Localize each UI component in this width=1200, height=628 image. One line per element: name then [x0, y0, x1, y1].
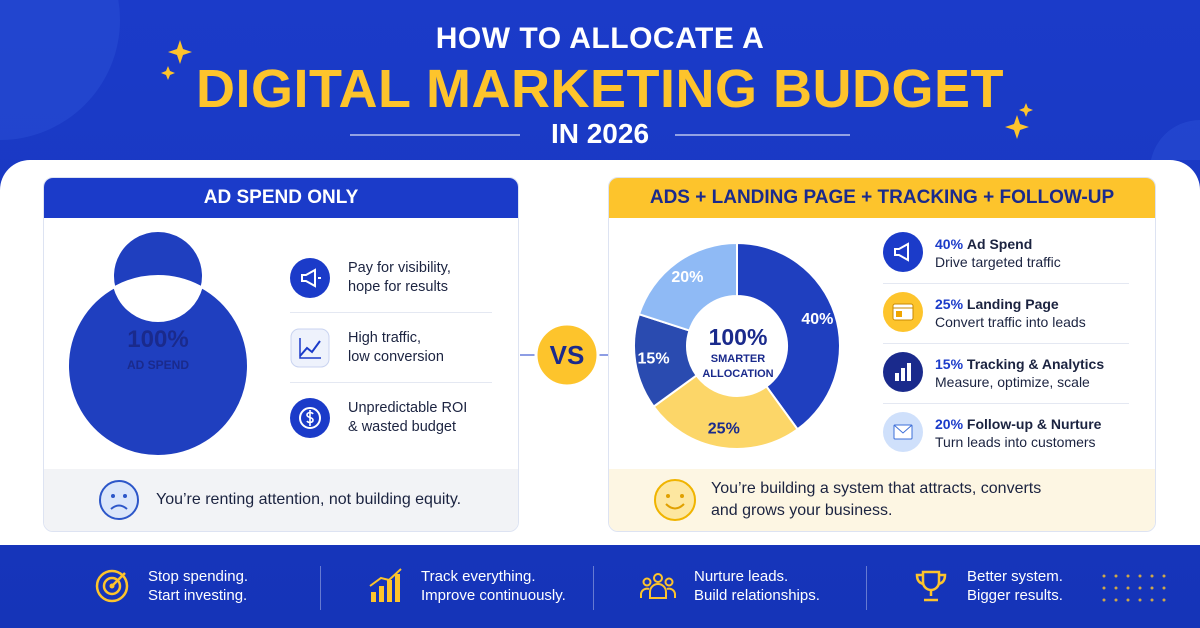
- footer-text: Nurture leads. Build relationships.: [694, 567, 820, 605]
- legend-sep: [883, 283, 1129, 284]
- footer-line: Build relationships.: [694, 587, 820, 604]
- item-line: hope for results: [348, 279, 448, 295]
- donut-segment: [652, 373, 799, 450]
- title-top: HOW TO ALLOCATE A: [435, 22, 765, 55]
- legend-sep: [883, 343, 1129, 344]
- footer-line: Track everything.: [421, 568, 536, 585]
- right-donut: 40% 25% 15% 20%: [633, 241, 841, 450]
- segment-label: 40%: [801, 311, 833, 328]
- donut-segment: [736, 241, 841, 431]
- left-heading: AD SPEND ONLY: [44, 178, 518, 218]
- icon-chart: [290, 328, 330, 368]
- legend-pct: 40%: [935, 236, 964, 252]
- item-line: & wasted budget: [348, 419, 457, 435]
- center-line: ALLOCATION: [702, 368, 774, 380]
- legend-text: Drive targeted traffic: [935, 254, 1061, 270]
- legend-icon: [883, 292, 923, 332]
- item-line: Unpredictable ROI: [348, 400, 468, 416]
- footer-line: Nurture leads.: [694, 568, 789, 585]
- title-year: IN 2026: [550, 118, 650, 149]
- left-center-value: 100%: [127, 326, 189, 353]
- footer-line: and grows your business.: [711, 502, 893, 519]
- left-center-label: AD SPEND: [126, 358, 189, 372]
- footer-item: Nurture leads. Build relationships.: [638, 566, 820, 606]
- footer-item: Stop spending. Start investing.: [92, 566, 248, 606]
- legend-item: 25% Landing Page Convert traffic into lea…: [935, 295, 1086, 331]
- legend-title-row: 25% Landing Page: [935, 295, 1086, 313]
- donut-segment: [637, 241, 738, 332]
- vs-label: VS: [549, 340, 585, 370]
- legend-pct: 15%: [935, 356, 964, 372]
- footer-item: Track everything. Improve continuously.: [365, 566, 566, 606]
- footer-sep: [320, 566, 321, 610]
- right-center-value: 100%: [708, 324, 768, 350]
- legend-title: Ad Spend: [966, 236, 1033, 252]
- right-footer-text: You’re building a system that attracts, …: [711, 478, 1041, 522]
- legend-title-row: 20% Follow-up & Nurture: [935, 415, 1101, 433]
- legend-sep: [883, 403, 1129, 404]
- footer-line: You’re building a system that attracts, …: [711, 480, 1042, 497]
- legend-icon: [883, 352, 923, 392]
- legend-text: Turn leads into customers: [935, 434, 1096, 450]
- footer-icon: [640, 573, 676, 599]
- footer-icon: [369, 568, 402, 602]
- segment-label: 20%: [671, 269, 703, 286]
- donut-segment: [66, 230, 249, 457]
- left-panel: AD SPEND ONLY 100% AD SPEND Pay for visi…: [43, 177, 519, 532]
- legend-item: 15% Tracking & Analytics Measure, optimiz…: [935, 355, 1104, 391]
- footer-icon: [95, 569, 129, 603]
- icon-megaphone: [290, 258, 330, 298]
- legend-title: Follow-up & Nurture: [966, 416, 1102, 432]
- item-line: High traffic,: [348, 330, 422, 346]
- footer-text: Track everything. Improve continuously.: [421, 567, 566, 605]
- right-footer: You’re building a system that attracts, …: [609, 469, 1155, 531]
- legend-pct: 25%: [935, 296, 964, 312]
- item-line: Pay for visibility,: [348, 260, 451, 276]
- left-item: Unpredictable ROI & wasted budget: [290, 398, 467, 438]
- footer-line: Start investing.: [148, 587, 248, 604]
- legend-item: 40% Ad Spend Drive targeted traffic: [935, 235, 1061, 271]
- right-heading: ADS + LANDING PAGE + TRACKING + FOLLOW-U…: [609, 178, 1155, 218]
- vs-decor: [520, 322, 610, 388]
- left-footer-text: You’re renting attention, not building e…: [156, 491, 462, 508]
- title-main: DIGITAL MARKETING BUDGET: [196, 59, 1004, 119]
- legend-item: 20% Follow-up & Nurture Turn leads into c…: [935, 415, 1101, 451]
- footer-sep: [866, 566, 867, 610]
- left-footer: You’re renting attention, not building e…: [44, 469, 518, 531]
- left-item: High traffic, low conversion: [290, 328, 444, 368]
- footer-line: Better system.: [967, 568, 1063, 585]
- center-line: SMARTER: [710, 353, 766, 365]
- legend-text: Convert traffic into leads: [935, 314, 1086, 330]
- segment-label: 15%: [638, 350, 670, 367]
- legend-title-row: 40% Ad Spend: [935, 235, 1061, 253]
- icon-dollar: [290, 398, 330, 438]
- right-center-label: SMARTER ALLOCATION: [688, 352, 788, 382]
- segment-label: 25%: [708, 421, 740, 438]
- left-item: Pay for visibility, hope for results: [290, 258, 451, 298]
- legend-icon: [883, 412, 923, 452]
- footer-sep: [593, 566, 594, 610]
- footer-text: Better system. Bigger results.: [967, 567, 1063, 605]
- left-donut: [66, 230, 249, 457]
- dots-decor: [1102, 574, 1166, 602]
- legend-text: Measure, optimize, scale: [935, 374, 1090, 390]
- footer-line: Stop spending.: [148, 568, 249, 585]
- icon-smile: [654, 479, 696, 521]
- icon-sad: [99, 480, 139, 520]
- legend-title: Tracking & Analytics: [966, 356, 1105, 372]
- footer-line: Bigger results.: [967, 587, 1063, 604]
- footer-item: Better system. Bigger results.: [911, 566, 1063, 606]
- footer-line: Improve continuously.: [421, 587, 566, 604]
- header-decor: [0, 0, 1200, 160]
- item-line: low conversion: [348, 349, 444, 365]
- legend-title: Landing Page: [966, 296, 1059, 312]
- legend-icon: [883, 232, 923, 272]
- legend-title-row: 15% Tracking & Analytics: [935, 355, 1104, 373]
- right-panel: ADS + LANDING PAGE + TRACKING + FOLLOW-U…: [608, 177, 1156, 532]
- footer-text: Stop spending. Start investing.: [148, 567, 248, 605]
- footer-icon: [915, 570, 947, 602]
- legend-pct: 20%: [935, 416, 964, 432]
